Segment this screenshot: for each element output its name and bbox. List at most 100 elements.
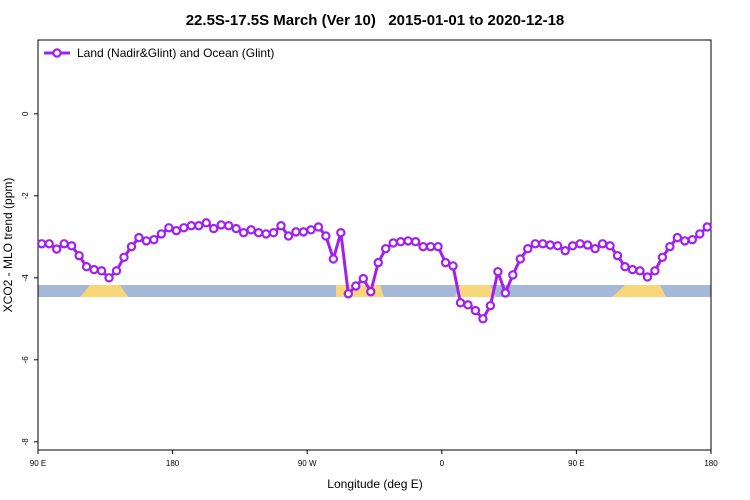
data-point — [530, 239, 540, 249]
data-point — [134, 232, 144, 243]
data-point — [238, 227, 249, 238]
data-point — [336, 227, 346, 238]
land-patch — [80, 285, 128, 297]
data-point — [440, 257, 451, 268]
data-point — [388, 238, 398, 248]
data-point — [194, 221, 204, 231]
data-point — [74, 250, 84, 261]
data-point — [66, 241, 77, 251]
data-point — [425, 241, 436, 252]
x-tick-label: 90 E — [30, 459, 46, 468]
data-point — [246, 225, 256, 235]
data-point — [119, 252, 129, 262]
data-point — [410, 237, 421, 247]
data-point — [448, 261, 458, 271]
data-point — [463, 300, 473, 310]
data-point — [687, 234, 698, 245]
data-point — [538, 239, 548, 249]
y-tick-label: -8 — [21, 438, 30, 446]
data-point — [343, 289, 354, 299]
data-point — [149, 234, 159, 245]
data-point — [321, 231, 331, 241]
data-point — [283, 231, 294, 241]
y-axis-label: XCO2 - MLO trend (ppm) — [1, 178, 15, 313]
data-point — [209, 223, 219, 234]
data-point — [313, 222, 324, 232]
data-point — [298, 227, 309, 237]
x-tick-label: 90 W — [298, 459, 317, 468]
data-point — [545, 240, 555, 250]
data-point — [605, 241, 615, 251]
data-point — [59, 239, 69, 249]
x-tick-label: 180 — [166, 459, 180, 468]
data-point — [523, 243, 533, 254]
data-point — [276, 221, 286, 231]
data-point — [366, 287, 376, 297]
data-point — [508, 270, 518, 280]
data-point — [261, 229, 271, 239]
data-point — [253, 227, 264, 238]
data-point — [328, 254, 339, 264]
y-tick-label: -2 — [21, 192, 30, 200]
data-point — [493, 266, 503, 277]
data-point — [582, 240, 593, 250]
legend-label: Land (Nadir&Glint) and Ocean (Glint) — [77, 46, 274, 60]
data-point — [627, 264, 638, 275]
data-point — [89, 264, 99, 275]
data-point — [642, 272, 653, 282]
data-point — [104, 273, 114, 283]
data-point — [111, 266, 122, 276]
data-point — [650, 266, 660, 276]
y-tick-label: 0 — [21, 111, 30, 116]
data-point — [500, 288, 511, 298]
data-point — [657, 252, 668, 262]
data-point — [156, 229, 167, 239]
data-point — [231, 223, 241, 234]
data-point — [164, 223, 174, 233]
y-tick-label: -4 — [21, 274, 30, 282]
data-point — [403, 236, 413, 246]
data-point — [179, 223, 189, 233]
data-point — [216, 220, 226, 230]
data-point — [81, 262, 92, 272]
data-point — [455, 298, 466, 308]
data-point — [358, 273, 368, 284]
data-point — [575, 239, 585, 249]
data-point — [96, 266, 107, 276]
x-tick-label: 0 — [440, 459, 445, 468]
data-point — [567, 241, 578, 251]
data-point — [291, 227, 301, 237]
data-point — [223, 221, 234, 231]
data-point — [612, 250, 623, 261]
data-point — [373, 257, 383, 268]
land-patch — [455, 285, 496, 297]
data-point — [665, 241, 675, 252]
data-point — [695, 229, 705, 239]
data-point — [126, 241, 137, 252]
data-point — [470, 305, 481, 316]
data-point — [672, 232, 683, 243]
data-point — [418, 241, 428, 252]
chart-title: 22.5S-17.5S March (Ver 10) 2015-01-01 to… — [186, 12, 565, 29]
data-point — [351, 281, 361, 291]
data-point — [620, 262, 630, 272]
data-point — [201, 218, 211, 228]
data-point — [553, 241, 563, 251]
data-point — [141, 236, 152, 246]
data-point — [590, 243, 600, 254]
data-point — [597, 239, 608, 249]
data-point — [171, 225, 182, 236]
data-point — [51, 244, 62, 254]
data-point — [680, 236, 690, 246]
land-patch — [612, 285, 666, 297]
data-point — [515, 254, 526, 264]
data-point — [37, 239, 47, 249]
data-point — [433, 241, 443, 252]
x-tick-label: 90 E — [568, 459, 584, 468]
data-point — [560, 246, 570, 256]
y-tick-label: -6 — [21, 356, 30, 364]
data-point — [485, 300, 496, 311]
data-point — [268, 227, 279, 238]
data-point — [635, 266, 645, 276]
